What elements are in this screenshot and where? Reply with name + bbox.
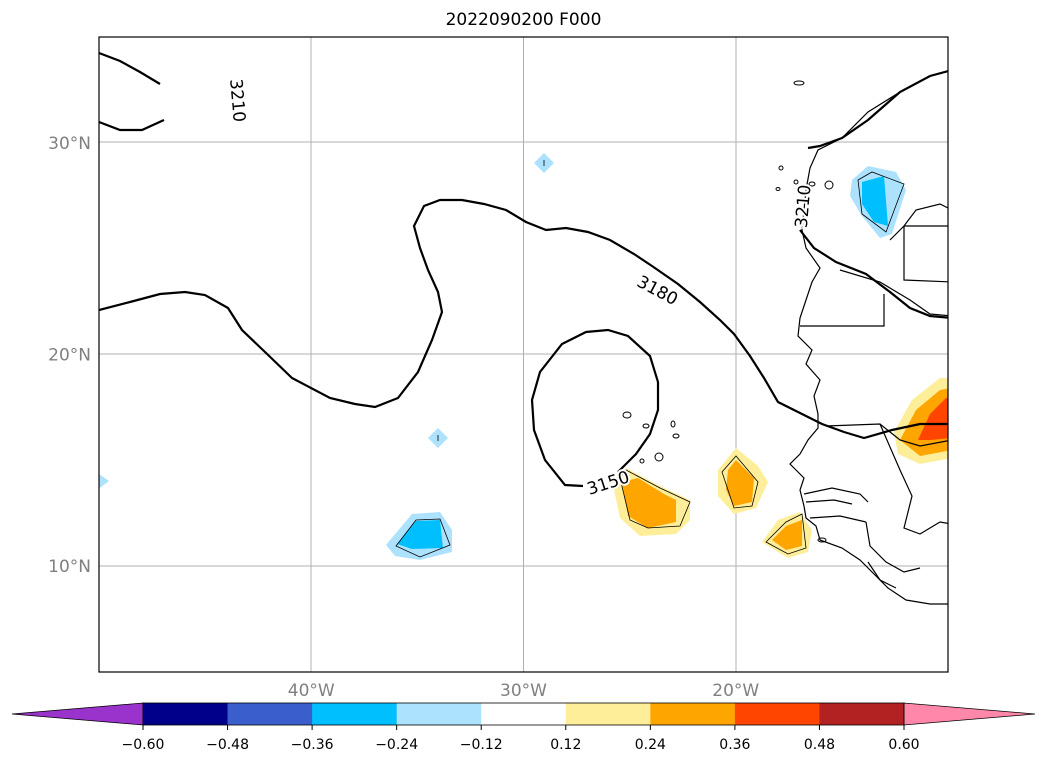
border-mali xyxy=(879,423,948,535)
positive-anomaly-medium xyxy=(726,460,754,506)
border-guinea xyxy=(865,521,921,573)
colorbar-label: −0.36 xyxy=(291,737,334,753)
colorbar-swatch xyxy=(143,703,229,725)
negative-anomaly-strong xyxy=(862,176,888,226)
island-madeira xyxy=(793,80,805,86)
border-morocco xyxy=(839,269,948,317)
lat-labels: 30°N 20°N 10°N xyxy=(48,134,91,577)
anomaly-outline xyxy=(765,513,807,555)
colorbar-swatch xyxy=(734,703,820,725)
lon-label: 20°W xyxy=(712,681,759,701)
island-cape-verde xyxy=(642,423,650,429)
anomaly-outline xyxy=(857,171,905,233)
gridlines xyxy=(99,37,948,672)
colorbar-label: 0.48 xyxy=(804,737,835,753)
map-title: 2022090200 F000 xyxy=(445,10,602,30)
coastline-africa xyxy=(789,70,948,605)
contour-3210-left xyxy=(99,51,161,85)
coastlines xyxy=(789,70,948,605)
lon-label: 40°W xyxy=(288,681,335,701)
anomaly-shading xyxy=(99,153,948,560)
island-cape-verde xyxy=(639,458,645,464)
positive-anomaly-medium xyxy=(772,520,802,550)
contour-3150 xyxy=(530,328,660,488)
island-canary xyxy=(824,180,834,190)
contour-label: 3180 xyxy=(633,272,681,310)
colorbar-swatch xyxy=(819,703,905,725)
contour-label: 3210 xyxy=(225,78,249,123)
border-mauritania-algeria xyxy=(903,226,948,283)
island-canary xyxy=(808,181,816,187)
islands xyxy=(622,80,834,543)
negative-anomaly-light xyxy=(99,474,109,489)
border-sierra-leone xyxy=(867,561,897,589)
map-frame xyxy=(98,36,949,673)
colorbar-swatch xyxy=(565,703,651,725)
colorbar-swatch xyxy=(650,703,736,725)
negative-anomaly-strong xyxy=(397,520,443,549)
colorbar-swatch xyxy=(227,703,313,725)
colorbar-label: 0.60 xyxy=(888,737,919,753)
anomaly-outlines xyxy=(395,160,905,558)
positive-anomaly-strong xyxy=(918,398,948,440)
border-senegal xyxy=(803,487,869,503)
anomaly-outline xyxy=(619,469,691,529)
colorbar-label: 0.36 xyxy=(719,737,750,753)
island-cape-verde xyxy=(654,452,664,462)
colorbar-label: 0.12 xyxy=(550,737,581,753)
island-canary xyxy=(775,187,781,191)
border-morocco-algeria xyxy=(889,203,948,241)
contour-3210-right xyxy=(807,69,948,150)
lon-labels: 40°W 30°W 20°W xyxy=(288,681,760,701)
border-mauritania-mali xyxy=(825,423,948,447)
border-guinea-bissau xyxy=(809,515,867,523)
positive-anomaly-medium xyxy=(622,478,676,528)
colorbar-frame xyxy=(142,702,905,726)
contour-label: 3210 xyxy=(792,184,816,229)
lat-label: 20°N xyxy=(48,346,91,366)
colorbar: −0.60 −0.48 −0.36 −0.24 −0.12 0.12 0.24 0.36 0.4… xyxy=(11,702,1036,753)
colorbar-label: 0.24 xyxy=(635,737,666,753)
colorbar-label: −0.24 xyxy=(375,737,418,753)
colorbar-label: −0.48 xyxy=(206,737,249,753)
island-cape-verde xyxy=(670,420,676,428)
colorbar-swatch xyxy=(481,703,567,725)
contour-3180 xyxy=(99,198,948,440)
height-contours xyxy=(99,51,948,488)
island-canary xyxy=(778,165,784,171)
island-cape-verde xyxy=(622,411,632,419)
colorbar-swatch xyxy=(312,703,398,725)
border-western-sahara xyxy=(800,294,885,327)
border-gambia xyxy=(805,499,853,505)
colorbar-extend-high xyxy=(903,702,1036,726)
colorbar-extend-low xyxy=(11,702,144,726)
lon-label: 30°W xyxy=(500,681,547,701)
colorbar-swatch xyxy=(396,703,482,725)
anomaly-outline xyxy=(395,518,451,558)
contour-3210-right-b xyxy=(799,229,948,319)
island-canary xyxy=(793,179,799,185)
island-cape-verde xyxy=(672,433,680,439)
island-bijagos xyxy=(817,537,827,543)
lat-label: 30°N xyxy=(48,134,91,154)
contour-3210-left-b xyxy=(99,118,165,132)
anomaly-outline xyxy=(721,455,759,509)
colorbar-label: −0.12 xyxy=(460,737,503,753)
colorbar-label: −0.60 xyxy=(122,737,165,753)
lat-label: 10°N xyxy=(48,557,91,577)
